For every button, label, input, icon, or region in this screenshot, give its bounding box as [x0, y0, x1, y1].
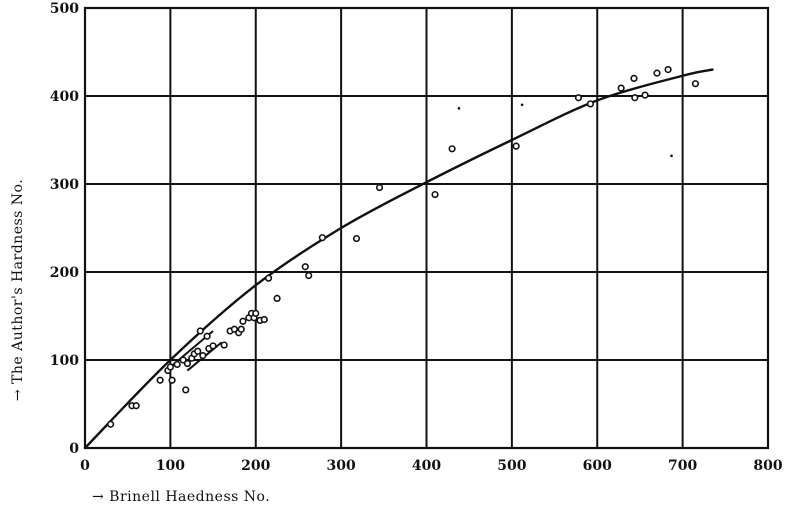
y-tick-label: 400 [50, 89, 79, 105]
data-point [352, 234, 361, 243]
data-point [691, 80, 700, 88]
data-point [220, 341, 228, 349]
x-tick-label: 100 [156, 458, 185, 474]
data-point [431, 190, 439, 199]
data-point [664, 65, 672, 74]
x-tick-label: 200 [241, 458, 270, 474]
data-points [107, 65, 700, 428]
x-tick-label: 300 [327, 458, 356, 474]
x-tick-label: 600 [583, 458, 612, 474]
y-tick-labels: 0 100 200 300 400 500 [50, 1, 79, 457]
data-point [260, 315, 268, 324]
y-axis-label: → The Author's Hardness No. [10, 179, 26, 401]
data-point [182, 386, 190, 394]
data-point [617, 84, 625, 92]
data-point [252, 309, 260, 317]
data-point [199, 352, 207, 360]
data-point [653, 69, 661, 77]
data-point [273, 294, 281, 303]
data-point [196, 327, 204, 335]
x-tick-label: 700 [668, 458, 697, 474]
y-tick-label: 200 [50, 265, 79, 281]
data-point [641, 91, 649, 99]
x-tick-label: 800 [753, 458, 782, 474]
data-point [237, 325, 245, 333]
x-tick-label: 500 [497, 458, 526, 474]
data-point [631, 94, 639, 102]
data-point [264, 274, 273, 282]
data-point [305, 271, 313, 280]
data-point [630, 74, 638, 82]
data-point [375, 183, 384, 192]
data-point [173, 360, 181, 369]
data-point [168, 376, 176, 384]
data-point [574, 94, 583, 102]
data-point [183, 359, 192, 368]
data-point [166, 363, 174, 371]
x-axis-label: → Brinell Haedness No. [92, 489, 270, 505]
data-point [512, 142, 520, 150]
data-point [318, 234, 326, 242]
data-point [301, 263, 309, 271]
y-tick-label: 500 [50, 1, 79, 17]
data-point [107, 420, 115, 428]
data-point [194, 347, 202, 355]
y-tick-label: 300 [50, 177, 79, 193]
data-point-dot [520, 103, 524, 107]
data-point-dot [457, 107, 461, 110]
grid-lines [85, 8, 768, 448]
y-tick-label: 100 [50, 353, 79, 369]
data-point [239, 317, 247, 325]
data-point [132, 402, 140, 410]
x-tick-label: 400 [412, 458, 441, 474]
data-point [156, 376, 164, 384]
data-point [586, 100, 595, 108]
x-tick-label: 0 [80, 458, 90, 474]
x-tick-labels: 0 100 200 300 400 500 600 700 800 [80, 458, 783, 474]
data-point [209, 342, 217, 350]
data-point-dot [670, 154, 673, 158]
plot-frame [83, 6, 770, 450]
data-point [203, 332, 211, 340]
data-point [448, 145, 456, 153]
y-tick-label: 0 [69, 441, 79, 457]
fitted-curve [83, 68, 714, 450]
